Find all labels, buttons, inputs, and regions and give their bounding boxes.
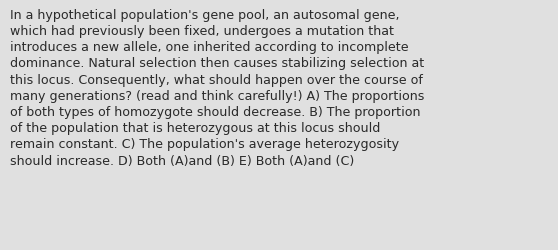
Text: In a hypothetical population's gene pool, an autosomal gene,
which had previousl: In a hypothetical population's gene pool… [10, 9, 425, 167]
